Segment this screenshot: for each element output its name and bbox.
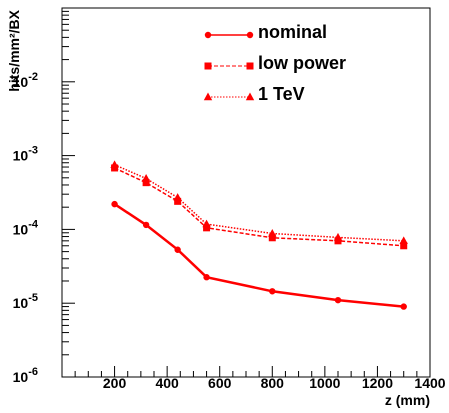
x-tick-label: 1200	[362, 375, 393, 391]
data-point-low-power	[268, 234, 276, 242]
y-tick-label: 10-5	[13, 292, 38, 311]
data-point-1-tev	[333, 232, 343, 241]
data-point-nominal	[203, 274, 210, 281]
data-point-low-power	[334, 237, 342, 245]
legend-marker-low-power	[204, 62, 212, 70]
series-1-tev	[110, 160, 408, 245]
data-point-low-power	[142, 179, 150, 187]
data-point-low-power	[203, 224, 211, 232]
data-point-nominal	[142, 221, 150, 229]
legend-marker-1-tev	[245, 92, 255, 101]
data-point-1-tev	[110, 160, 119, 169]
y-tick-label: 10-6	[13, 366, 38, 385]
legend-marker-1-tev	[203, 92, 213, 101]
data-point-1-tev	[268, 228, 277, 237]
data-point-1-tev	[173, 193, 182, 201]
x-tick-label: 1400	[414, 375, 445, 391]
legend-marker-nominal	[204, 31, 212, 39]
data-point-nominal	[269, 288, 276, 295]
data-point-1-tev	[141, 173, 151, 182]
plot-frame	[61, 7, 431, 378]
series-layer	[110, 160, 408, 310]
data-point-low-power	[400, 242, 408, 250]
y-axis-title: hits/mm²/BX	[6, 9, 22, 91]
series-line-1-tev	[114, 164, 404, 242]
data-point-1-tev	[202, 219, 211, 228]
x-tick-label: 600	[208, 375, 232, 391]
data-point-nominal	[174, 246, 181, 253]
x-tick-label: 200	[103, 375, 127, 391]
series-line-nominal	[113, 203, 404, 308]
x-axis-title: z (mm)	[385, 392, 430, 408]
y-tick-label: 10-2	[13, 71, 38, 90]
data-point-low-power	[174, 197, 182, 205]
legend-label-nominal: nominal	[258, 22, 327, 42]
legend-marker-low-power	[246, 62, 254, 70]
data-point-nominal	[400, 303, 407, 310]
x-tick-label: 1000	[309, 375, 340, 391]
legend-label-1-tev: 1 TeV	[258, 84, 305, 104]
series-nominal	[111, 200, 407, 310]
legend-marker-nominal	[246, 31, 254, 39]
y-tick-label: 10-3	[13, 145, 38, 164]
x-tick-label: 400	[155, 375, 179, 391]
series-low-power	[111, 164, 408, 250]
legend-label-low-power: low power	[258, 53, 346, 73]
data-point-nominal	[334, 296, 342, 304]
y-tick-label: 10-4	[13, 218, 39, 237]
data-point-1-tev	[399, 236, 408, 245]
legend: nominal low power 1 TeV	[203, 22, 346, 104]
x-tick-label: 800	[261, 375, 285, 391]
y-axis-ticks: 10-6 10-5 10-4 10-3 10-2	[13, 10, 75, 385]
x-axis-ticks: 200 400 600 800 1000 1200 1400	[61, 366, 446, 391]
data-point-nominal	[111, 200, 118, 208]
